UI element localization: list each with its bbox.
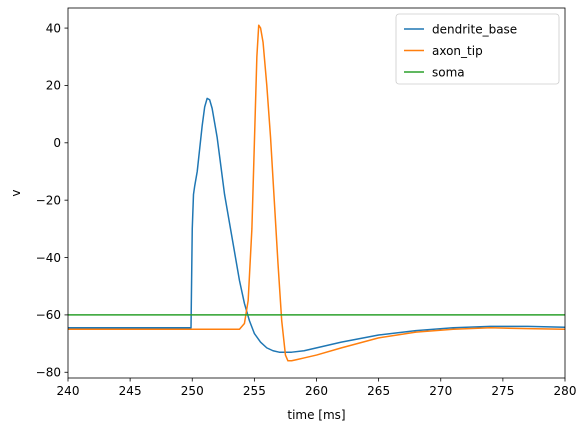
y-tick-label: −60 [36,308,61,322]
x-tick-label: 245 [119,384,142,398]
x-tick-label: 240 [57,384,80,398]
legend-label: soma [432,65,465,79]
y-axis: 40 20 0 −20 −40 −60 −80 [36,21,68,379]
x-tick-label: 270 [429,384,452,398]
x-tick-label: 265 [367,384,390,398]
x-tick-label: 280 [554,384,577,398]
y-tick-label: −80 [36,366,61,380]
legend-label: axon_tip [432,44,483,58]
x-axis: 240 245 250 255 260 265 270 275 280 [57,378,577,398]
y-tick-label: 40 [46,21,61,35]
y-tick-label: −20 [36,193,61,207]
y-tick-label: 0 [53,136,61,150]
y-axis-label: v [9,189,23,196]
x-axis-label: time [ms] [287,408,345,422]
y-tick-label: 20 [46,79,61,93]
legend-label: dendrite_base [432,22,517,36]
x-tick-label: 275 [491,384,514,398]
series-line-dendrite-base [68,98,565,352]
x-tick-label: 250 [181,384,204,398]
x-tick-label: 260 [305,384,328,398]
y-tick-label: −40 [36,251,61,265]
x-tick-label: 255 [243,384,266,398]
